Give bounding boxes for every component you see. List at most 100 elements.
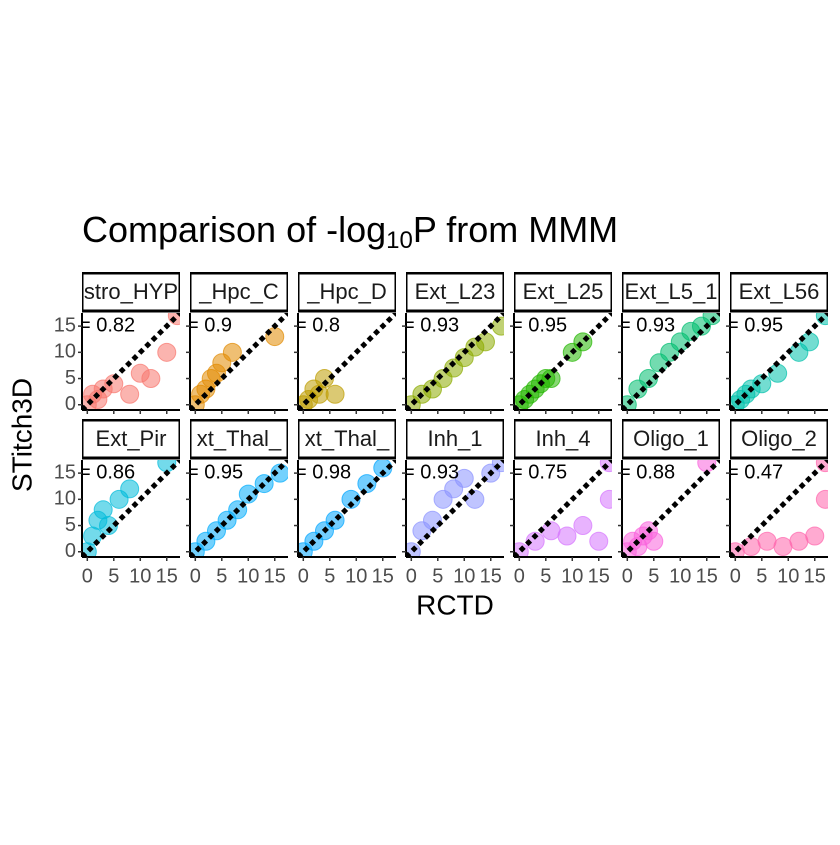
strip-box (298, 419, 396, 460)
point (270, 463, 288, 483)
strip: Ext_L25 (514, 272, 612, 313)
strip-box (622, 419, 720, 460)
strip-label: stro_HYP (84, 279, 178, 304)
point (314, 369, 334, 389)
x-tick-label: 10 (777, 565, 799, 587)
plot-area: = 0.95 (190, 460, 288, 557)
point (768, 363, 788, 383)
point (805, 526, 825, 546)
y-tick-label: 0 (65, 540, 76, 562)
r-label: = 0.93 (403, 314, 459, 336)
facet: = 0.93 Ext_L5_1 (618, 272, 720, 414)
point (589, 531, 609, 551)
strip-box (190, 272, 288, 313)
identity-line (622, 313, 720, 410)
x-tick-label: 15 (804, 565, 826, 587)
r-label: = 0.93 (403, 461, 459, 483)
y-tick-label: 10 (54, 488, 76, 510)
point (454, 468, 474, 488)
strip-box (730, 272, 828, 313)
r-label: = 0.82 (79, 314, 135, 336)
point (104, 374, 124, 394)
x-tick-label: 5 (108, 565, 119, 587)
point (541, 369, 561, 389)
x-tick-label: 5 (324, 565, 335, 587)
strip-label: _Hpc_C (198, 279, 279, 304)
x-tick-label: 5 (648, 565, 659, 587)
point (815, 489, 828, 509)
chart-title: Comparison of -log10P from MMM (82, 209, 618, 255)
x-tick-label: 0 (730, 565, 741, 587)
facet: = 0.93 Ext_L23 (402, 272, 504, 414)
r-label: = 0.47 (727, 461, 783, 483)
strip-label: Ext_L25 (523, 279, 604, 304)
x-axis-label: RCTD (416, 589, 494, 620)
point (757, 531, 777, 551)
strip-label: Oligo_1 (633, 426, 709, 451)
point (599, 489, 612, 509)
strip-label: Ext_L23 (415, 279, 496, 304)
strip: xt_Thal_ (190, 419, 288, 460)
plot-area: = 0.75 (511, 460, 612, 557)
y-tick-label: 5 (65, 367, 76, 389)
strip: Ext_Pir (82, 419, 180, 460)
strip-box (622, 272, 720, 313)
strip-box (514, 272, 612, 313)
facet: = 0.95 xt_Thal_ 0 5 10 15 (186, 419, 288, 587)
r-label: = 0.88 (619, 461, 675, 483)
point (752, 374, 772, 394)
strip-label: Ext_L56 (739, 279, 820, 304)
strip: _Hpc_D (298, 272, 396, 313)
identity-line (730, 460, 828, 557)
identity-line (406, 460, 504, 557)
facet: = 0.9 _Hpc_C (186, 272, 288, 414)
x-tick-label: 0 (514, 565, 525, 587)
facet: = 0.75 Inh_4 0 5 10 15 (510, 419, 612, 587)
strip: stro_HYP (82, 272, 180, 313)
strip: _Hpc_C (190, 272, 288, 313)
identity-line (622, 460, 720, 557)
point (638, 369, 658, 389)
strip-label: xt_Thal_ (197, 426, 282, 451)
x-tick-label: 0 (82, 565, 93, 587)
x-tick-label: 10 (453, 565, 475, 587)
r-label: = 0.75 (511, 461, 567, 483)
x-tick-label: 5 (756, 565, 767, 587)
point (157, 342, 177, 362)
r-label: = 0.8 (295, 314, 340, 336)
x-tick-label: 0 (406, 565, 417, 587)
strip-box (82, 419, 180, 460)
r-label: = 0.86 (79, 461, 135, 483)
x-tick-label: 15 (588, 565, 610, 587)
point (789, 531, 809, 551)
point (325, 510, 345, 530)
identity-line (298, 460, 396, 557)
identity-line (406, 313, 504, 410)
strip: Ext_L5_1 (622, 272, 720, 313)
point (541, 521, 561, 541)
point (773, 537, 793, 557)
y-tick-label: 10 (54, 341, 76, 363)
plot-area: = 0.86 (79, 460, 180, 557)
point (573, 332, 593, 352)
strip-box (82, 272, 180, 313)
y-tick-label: 15 (54, 461, 76, 483)
strip: Inh_1 (406, 419, 504, 460)
plot-area: = 0.82 (79, 313, 180, 410)
x-tick-label: 5 (540, 565, 551, 587)
point (357, 474, 377, 494)
identity-line (190, 313, 288, 410)
identity-line (82, 460, 180, 557)
identity-line (298, 313, 396, 410)
point (557, 526, 577, 546)
identity-line (190, 460, 288, 557)
strip-label: Ext_Pir (96, 426, 167, 451)
point (254, 474, 274, 494)
strip-box (298, 272, 396, 313)
x-tick-label: 0 (622, 565, 633, 587)
plot-area: = 0.95 (730, 313, 828, 410)
y-tick-label: 5 (65, 514, 76, 536)
point (799, 332, 819, 352)
